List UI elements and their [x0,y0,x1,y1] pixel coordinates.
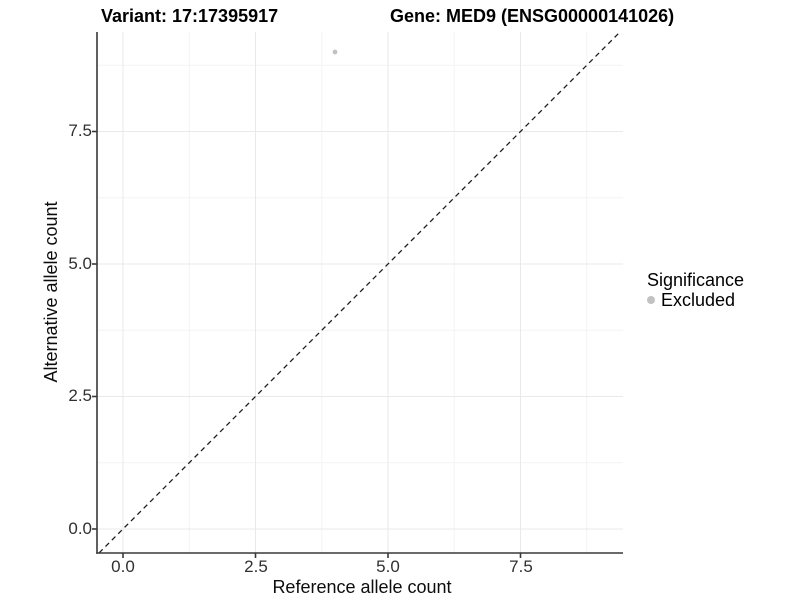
x-tick-label-5-0: 5.0 [376,557,400,576]
legend-label-excluded: Excluded [661,290,736,310]
y-tick-label-0-0: 0.0 [68,519,92,538]
y-axis-title: Alternative allele count [41,201,61,383]
data-point [332,49,338,55]
y-tick-label-5-0: 5.0 [68,254,92,273]
x-tick-label-7-5: 7.5 [509,557,533,576]
x-tick-label-2-5: 2.5 [244,557,268,576]
plot-title-variant: Variant: 17:17395917 [101,6,279,26]
y-tick-label-7-5: 7.5 [68,121,92,140]
x-axis-title: Reference allele count [272,577,452,597]
x-tick-label-0-0: 0.0 [111,557,135,576]
legend-title: Significance [647,270,745,290]
y-tick-label-2-5: 2.5 [68,386,92,405]
identity-dashed-line [98,31,621,554]
plot-title-gene: Gene: MED9 (ENSG00000141026) [390,6,675,26]
legend-marker-excluded-icon [647,296,655,304]
